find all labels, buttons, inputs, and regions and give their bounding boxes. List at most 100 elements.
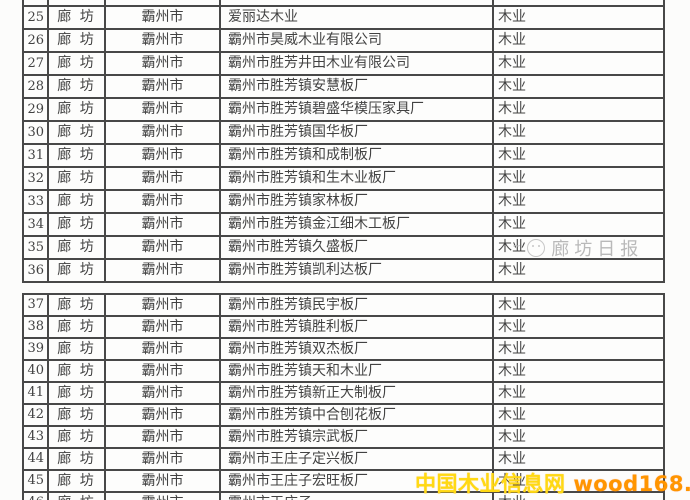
cell-region: 廊 坊 xyxy=(49,7,106,28)
cell-city: 霸州市 xyxy=(106,295,221,315)
cell-company-name: 霸州市胜芳镇新正大制板厂 xyxy=(221,383,494,403)
table-row: 26 廊 坊 霸州市 霸州市昊威木业有限公司 木业 xyxy=(24,30,663,53)
cell-industry: 木业 xyxy=(498,262,526,278)
cell-company-name: 霸州市胜芳镇胜利板厂 xyxy=(221,317,494,337)
cell-region: 廊 坊 xyxy=(49,122,106,143)
cell-industry: 木业 xyxy=(498,9,526,25)
cell-industry: 木业 xyxy=(498,101,526,117)
table-row: 38 廊 坊 霸州市 霸州市胜芳镇胜利板厂 木业 xyxy=(24,317,663,339)
cell-row-number: 42 xyxy=(24,405,49,425)
cell-company-name: 霸州市胜芳镇民宇板厂 xyxy=(221,295,494,315)
cell-company-name: 霸州市胜芳镇和生木业板厂 xyxy=(221,168,494,189)
cell-city: 霸州市 xyxy=(106,145,221,166)
cell-industry: 木业 xyxy=(498,297,526,313)
cell-industry: 木业 xyxy=(498,473,526,489)
cell-region: 廊 坊 xyxy=(49,361,106,381)
cell-row-number: 35 xyxy=(24,237,49,258)
cell-industry: 木业 xyxy=(498,124,526,140)
cell-region: 廊 坊 xyxy=(49,339,106,359)
cell-company-name: 霸州市胜芳 xyxy=(221,0,494,5)
cell-row-number: 30 xyxy=(24,122,49,143)
cell-company-name: 霸州市胜芳镇双杰板厂 xyxy=(221,339,494,359)
table-row: 33 廊 坊 霸州市 霸州市胜芳镇家林板厂 木业 xyxy=(24,191,663,214)
cell-region: 廊 坊 xyxy=(49,191,106,212)
cell-industry: 木业 xyxy=(494,0,659,5)
cell-row-number: 31 xyxy=(24,145,49,166)
cell-city: 霸州市 xyxy=(106,122,221,143)
cell-row-number: 28 xyxy=(24,76,49,97)
cell-industry: 木业 xyxy=(498,407,526,423)
table-row: 40 廊 坊 霸州市 霸州市胜芳镇天和木业厂 木业 xyxy=(24,361,663,383)
table-row: 39 廊 坊 霸州市 霸州市胜芳镇双杰板厂 木业 xyxy=(24,339,663,361)
cell-region: 廊 坊 xyxy=(49,317,106,337)
cell-company-name: 霸州市胜芳镇中合刨花板厂 xyxy=(221,405,494,425)
cell-row-number: 26 xyxy=(24,30,49,51)
cell-company-name: 霸州市胜芳镇和成制板厂 xyxy=(221,145,494,166)
cell-company-name: 霸州市王庄子 xyxy=(221,493,494,500)
table-row: 41 廊 坊 霸州市 霸州市胜芳镇新正大制板厂 木业 xyxy=(24,383,663,405)
cell-row-number: 29 xyxy=(24,99,49,120)
table-row: 29 廊 坊 霸州市 霸州市胜芳镇碧盛华模压家具厂 木业 xyxy=(24,99,663,122)
cell-row-number: 39 xyxy=(24,339,49,359)
table-row: 28 廊 坊 霸州市 霸州市胜芳镇安慧板厂 木业 xyxy=(24,76,663,99)
table-row: 44 廊 坊 霸州市 霸州市王庄子定兴板厂 木业 xyxy=(24,449,663,471)
cell-row-number: 25 xyxy=(24,7,49,28)
cell-row-number: 24 xyxy=(24,0,49,5)
cell-city: 霸州市 xyxy=(106,317,221,337)
cell-city: 霸州市 xyxy=(106,7,221,28)
table-row: 30 廊 坊 霸州市 霸州市胜芳镇国华板厂 木业 xyxy=(24,122,663,145)
cell-city: 霸州市 xyxy=(106,405,221,425)
cell-company-name: 霸州市胜芳镇安慧板厂 xyxy=(221,76,494,97)
cell-region: 廊 坊 xyxy=(49,214,106,235)
cell-region: 廊 坊 xyxy=(49,449,106,469)
cell-industry: 木业 xyxy=(498,319,526,335)
table-block-1: 25 廊 坊 霸州市 爱丽达木业 木业 26 廊 坊 霸州市 霸州市昊威木业有限… xyxy=(22,7,665,283)
cell-industry: 木业 xyxy=(498,363,526,379)
table-row: 37 廊 坊 霸州市 霸州市胜芳镇民宇板厂 木业 xyxy=(24,295,663,317)
cell-city: 霸州市 xyxy=(106,383,221,403)
cell-row-number: 44 xyxy=(24,449,49,469)
cell-industry: 木业 xyxy=(498,239,526,255)
cell-row-number: 41 xyxy=(24,383,49,403)
table-row: 27 廊 坊 霸州市 霸州市胜芳井田木业有限公司 木业 xyxy=(24,53,663,76)
cell-city: 霸州市 xyxy=(106,361,221,381)
table-row: 31 廊 坊 霸州市 霸州市胜芳镇和成制板厂 木业 xyxy=(24,145,663,168)
cell-company-name: 霸州市胜芳镇久盛板厂 xyxy=(221,237,494,258)
cell-city: 霸州市 xyxy=(106,237,221,258)
cell-row-number: 46 xyxy=(24,493,49,500)
cell-company-name: 霸州市胜芳镇国华板厂 xyxy=(221,122,494,143)
cell-city: 霸州市 xyxy=(106,214,221,235)
cell-region: 廊 坊 xyxy=(49,145,106,166)
cell-company-name: 霸州市胜芳井田木业有限公司 xyxy=(221,53,494,74)
cell-company-name: 霸州市胜芳镇宗武板厂 xyxy=(221,427,494,447)
cell-city: 霸州市 xyxy=(106,449,221,469)
cell-row-number: 38 xyxy=(24,317,49,337)
cell-company-name: 霸州市胜芳镇凯利达板厂 xyxy=(221,260,494,281)
cell-company-name: 霸州市王庄子宏旺板厂 xyxy=(221,471,494,491)
cell-row-number: 36 xyxy=(24,260,49,281)
cell-company-name: 霸州市胜芳镇碧盛华模压家具厂 xyxy=(221,99,494,120)
cell-city: 霸州市 xyxy=(106,493,221,500)
cell-industry: 木业 xyxy=(498,385,526,401)
cell-region: 廊 坊 xyxy=(49,168,106,189)
table-row: 36 廊 坊 霸州市 霸州市胜芳镇凯利达板厂 木业 xyxy=(24,260,663,283)
cell-region: 廊 坊 xyxy=(49,493,106,500)
table-row: 45 廊 坊 霸州市 霸州市王庄子宏旺板厂 木业 xyxy=(24,471,663,493)
cell-company-name: 爱丽达木业 xyxy=(221,7,494,28)
cell-industry: 木业 xyxy=(498,451,526,467)
cell-region: 廊 坊 xyxy=(49,76,106,97)
cell-city: 霸州市 xyxy=(106,191,221,212)
cell-city: 霸州市 xyxy=(106,168,221,189)
cell-industry: 木业 xyxy=(498,429,526,445)
cell-industry: 木业 xyxy=(498,78,526,94)
table-row: 43 廊 坊 霸州市 霸州市胜芳镇宗武板厂 木业 xyxy=(24,427,663,449)
table-row: 42 廊 坊 霸州市 霸州市胜芳镇中合刨花板厂 木业 xyxy=(24,405,663,427)
cell-city: 霸州市 xyxy=(106,30,221,51)
table-row: 25 廊 坊 霸州市 爱丽达木业 木业 xyxy=(24,7,663,30)
cell-company-name: 霸州市胜芳镇家林板厂 xyxy=(221,191,494,212)
table-row: 24 廊 坊 霸州市 霸州市胜芳 木业 xyxy=(24,0,663,7)
cell-industry: 木业 xyxy=(498,32,526,48)
cell-region: 廊 坊 xyxy=(49,471,106,491)
cell-row-number: 27 xyxy=(24,53,49,74)
